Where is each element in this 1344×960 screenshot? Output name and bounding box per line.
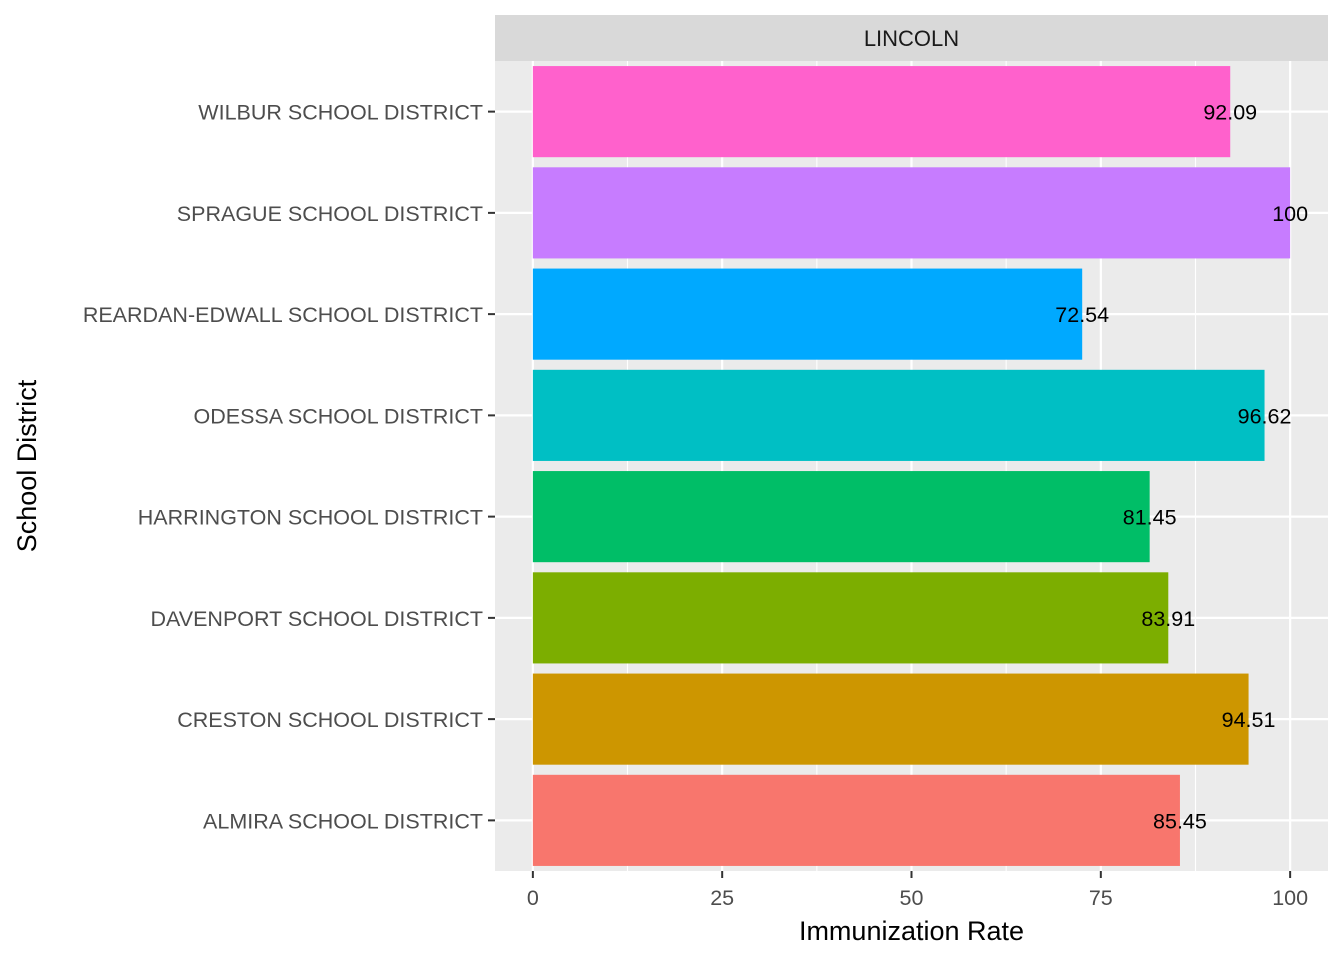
x-axis: 0 25 50 75 100	[527, 871, 1308, 910]
bar	[532, 471, 1150, 563]
bar	[532, 66, 1231, 158]
bar-value-label: 92.09	[1203, 101, 1257, 125]
bars	[532, 66, 1291, 866]
x-tick-label: 25	[710, 886, 734, 910]
y-tick-label: DAVENPORT SCHOOL DISTRICT	[150, 607, 483, 631]
bar-value-label: 72.54	[1055, 303, 1109, 327]
bar-value-label: 83.91	[1141, 607, 1195, 631]
bar-value-label: 94.51	[1222, 708, 1276, 732]
y-tick-label: SPRAGUE SCHOOL DISTRICT	[177, 202, 483, 226]
x-axis-title: Immunization Rate	[799, 916, 1024, 946]
x-tick-label: 100	[1272, 886, 1308, 910]
y-axis-title: School District	[12, 379, 42, 552]
bar-value-label: 96.62	[1238, 404, 1292, 428]
bar	[532, 369, 1265, 461]
bar-value-label: 85.45	[1153, 809, 1207, 833]
y-tick-label: ALMIRA SCHOOL DISTRICT	[203, 809, 483, 833]
bar	[532, 673, 1249, 765]
x-tick-label: 0	[527, 886, 539, 910]
x-tick-label: 75	[1089, 886, 1113, 910]
bar	[532, 572, 1169, 664]
y-tick-label: REARDAN-EDWALL SCHOOL DISTRICT	[83, 303, 483, 327]
facet-strip	[495, 15, 1328, 61]
x-tick-label: 50	[900, 886, 924, 910]
y-tick-label: WILBUR SCHOOL DISTRICT	[198, 101, 483, 125]
bar-value-label: 100	[1272, 202, 1308, 226]
bar	[532, 268, 1083, 360]
bar-value-labels: 85.45 94.51 83.91 81.45 96.62 72.54 100 92.09	[1055, 101, 1308, 834]
y-axis: ALMIRA SCHOOL DISTRICT CRESTON SCHOOL DIS…	[83, 101, 495, 833]
y-tick-label: CRESTON SCHOOL DISTRICT	[177, 708, 483, 732]
bar	[532, 774, 1180, 866]
y-tick-label: ODESSA SCHOOL DISTRICT	[193, 404, 483, 428]
y-tick-label: HARRINGTON SCHOOL DISTRICT	[138, 506, 483, 530]
bar	[532, 167, 1291, 259]
bar-value-label: 81.45	[1123, 506, 1177, 530]
facet-strip-label: LINCOLN	[864, 26, 959, 51]
